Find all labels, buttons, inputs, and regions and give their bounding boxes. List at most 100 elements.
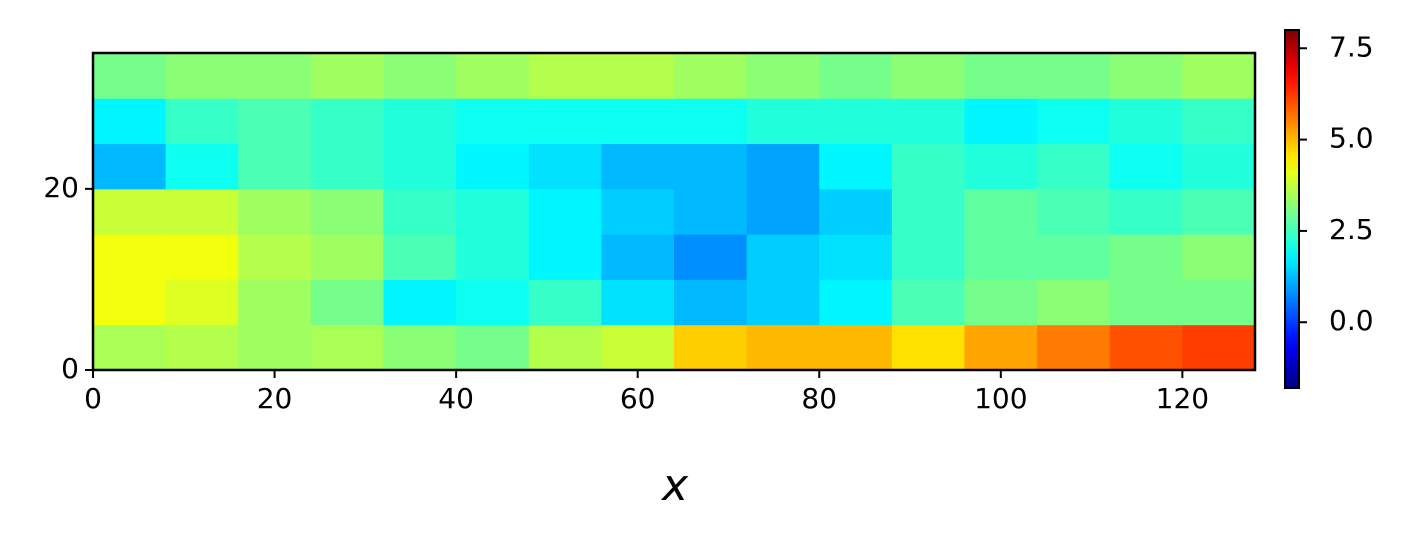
heatmap-cell (601, 324, 675, 371)
heatmap-cell (746, 143, 820, 190)
heatmap-cell (238, 188, 312, 235)
x-tick-label: 20 (257, 382, 293, 415)
heatmap-cell (456, 234, 530, 280)
heatmap-cell (1182, 324, 1256, 371)
heatmap-cell (165, 188, 239, 235)
heatmap-cell (964, 143, 1038, 190)
heatmap-cell (93, 279, 167, 326)
heatmap-cell (1109, 279, 1183, 326)
heatmap-cell (819, 234, 893, 280)
heatmap-cell (165, 234, 239, 280)
heatmap-cell (165, 324, 239, 371)
heatmap-cell (310, 53, 384, 99)
heatmap-cell (456, 98, 530, 145)
heatmap-cell (674, 53, 748, 99)
heatmap-cell (674, 98, 748, 145)
heatmap-cell (819, 324, 893, 371)
heatmap-cell (746, 234, 820, 280)
heatmap-cell (1182, 98, 1256, 145)
heatmap-cell (601, 53, 675, 99)
heatmap-cell (238, 234, 312, 280)
heatmap-cell (93, 324, 167, 371)
heatmap-cell (1182, 143, 1256, 190)
heatmap-cell (93, 98, 167, 145)
heatmap-cell (1109, 53, 1183, 99)
heatmap-cell (601, 279, 675, 326)
heatmap-cell (674, 324, 748, 371)
heatmap-cell (1109, 234, 1183, 280)
heatmap-cell (456, 143, 530, 190)
heatmap-cell (1037, 53, 1111, 99)
x-tick-label: 60 (620, 382, 656, 415)
y-tick-label: 20 (43, 171, 79, 204)
heatmap-cell (456, 53, 530, 99)
heatmap-cell (383, 98, 457, 145)
heatmap-cell (93, 234, 167, 280)
heatmap-cell (310, 324, 384, 371)
heatmap-cell (528, 98, 602, 145)
heatmap-cell (746, 53, 820, 99)
heatmap-cell (310, 98, 384, 145)
heatmap-cell (310, 188, 384, 235)
heatmap-cell (310, 234, 384, 280)
heatmap-cell (165, 279, 239, 326)
heatmap-cell (891, 188, 965, 235)
heatmap-cell (964, 279, 1038, 326)
heatmap-cell (1037, 279, 1111, 326)
heatmap-cell (891, 234, 965, 280)
colorbar-tick-label: 7.5 (1329, 30, 1374, 63)
heatmap-cell (1109, 143, 1183, 190)
heatmap-cell (674, 279, 748, 326)
heatmap-cell (238, 98, 312, 145)
heatmap-cell (891, 143, 965, 190)
x-tick-label: 40 (438, 382, 474, 415)
heatmap-cell (1037, 98, 1111, 145)
heatmap-cell (964, 53, 1038, 99)
x-tick-label: 0 (84, 382, 102, 415)
heatmap-cell (456, 279, 530, 326)
heatmap-cell (93, 188, 167, 235)
heatmap-cell (1037, 324, 1111, 371)
heatmap-cell (819, 188, 893, 235)
heatmap-cell (891, 98, 965, 145)
heatmap-cell (383, 324, 457, 371)
heatmap-cell (238, 324, 312, 371)
heatmap-cell (165, 143, 239, 190)
heatmap-cell (1182, 188, 1256, 235)
heatmap-cell (93, 53, 167, 99)
x-tick-label: 100 (974, 382, 1027, 415)
heatmap-cell (238, 53, 312, 99)
x-tick-label: 120 (1156, 382, 1209, 415)
heatmap-cell (964, 98, 1038, 145)
colorbar-tick-label: 5.0 (1329, 122, 1374, 155)
heatmap-cell (601, 143, 675, 190)
heatmap-cell (383, 279, 457, 326)
heatmap-cell (1182, 234, 1256, 280)
heatmap-cell (1037, 188, 1111, 235)
heatmap-cell (1182, 53, 1256, 99)
heatmap-cell (601, 188, 675, 235)
heatmap-cell (1109, 324, 1183, 371)
heatmap-cell (891, 324, 965, 371)
x-tick-label: 80 (801, 382, 837, 415)
x-axis-label: x (660, 460, 689, 511)
heatmap-cell (819, 98, 893, 145)
plot-frame (91, 51, 1257, 372)
heatmap-cell (383, 188, 457, 235)
heatmap-cell (746, 188, 820, 235)
heatmap-cell (891, 279, 965, 326)
heatmap-cell (383, 53, 457, 99)
heatmap-cell (238, 143, 312, 190)
colorbar (1284, 29, 1300, 389)
heatmap-cell (746, 98, 820, 145)
heatmap-cell (528, 188, 602, 235)
heatmap-cell (456, 188, 530, 235)
heatmap-cell (964, 188, 1038, 235)
heatmap-cell (819, 53, 893, 99)
heatmap-cell (1037, 234, 1111, 280)
heatmap-cell (891, 53, 965, 99)
heatmap-cell (674, 234, 748, 280)
heatmap-cell (601, 234, 675, 280)
heatmap-cell (383, 234, 457, 280)
